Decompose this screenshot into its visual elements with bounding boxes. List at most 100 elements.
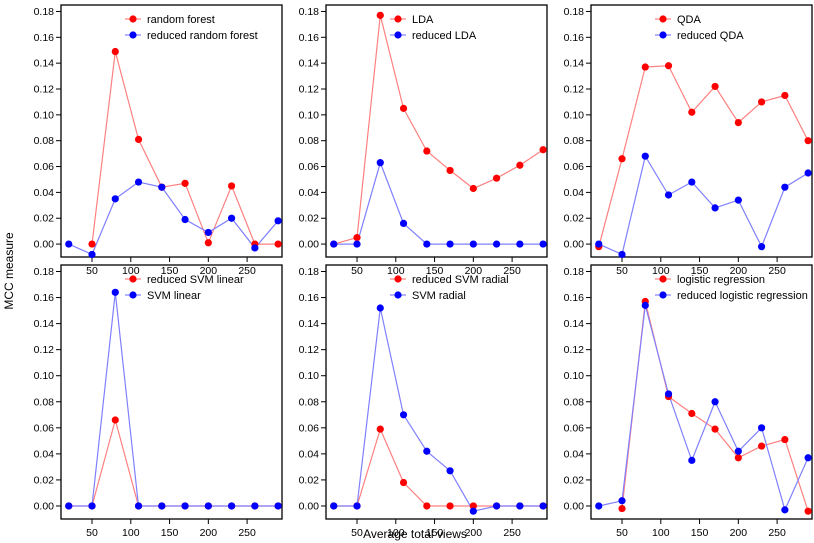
data-point — [423, 447, 431, 455]
x-tick-label: 150 — [691, 527, 709, 539]
y-tick-label: 0.06 — [34, 422, 55, 434]
y-tick-label: 0.16 — [564, 32, 585, 44]
data-point — [781, 435, 789, 444]
y-tick-label: 0.06 — [564, 161, 585, 173]
x-tick-label: 50 — [616, 527, 628, 539]
y-tick-label: 0.14 — [564, 58, 585, 70]
data-point — [734, 119, 742, 127]
data-point — [595, 240, 603, 248]
data-point — [353, 234, 361, 242]
legend-marker — [129, 291, 137, 299]
y-tick-label: 0.08 — [34, 396, 55, 408]
y-axis-title: MCC measure — [2, 232, 16, 310]
data-point — [274, 240, 282, 248]
data-point — [618, 497, 626, 505]
series-line-2 — [333, 160, 544, 245]
legend-label: reduced SVM linear — [147, 274, 244, 286]
y-tick-label: 0.08 — [564, 396, 585, 408]
legend-label: reduced logistic regression — [677, 290, 808, 302]
legend-marker — [129, 275, 137, 283]
data-point — [446, 166, 454, 175]
y-tick-label: 0.18 — [299, 6, 320, 18]
x-tick-label: 100 — [387, 265, 405, 277]
data-point — [469, 502, 477, 510]
data-point — [65, 240, 73, 248]
y-tick-label: 0.16 — [34, 292, 55, 304]
data-point — [711, 82, 719, 91]
panel-frame — [325, 4, 548, 258]
data-point — [181, 179, 189, 187]
x-tick-label: 250 — [503, 265, 521, 277]
chart-panel-6: 0.00 0.02 0.04 0.06 0.08 0.10 0.12 0.14 0.16 0.18… — [564, 264, 813, 539]
y-tick-label: 0.10 — [34, 370, 55, 382]
series-line-1 — [621, 301, 809, 512]
y-tick-label: 0.10 — [564, 109, 585, 121]
data-point — [88, 502, 96, 510]
y-tick-label: 0.06 — [299, 422, 320, 434]
y-tick-label: 0.10 — [299, 109, 320, 121]
data-point — [204, 239, 212, 247]
x-tick-label: 200 — [200, 265, 218, 277]
y-tick-label: 0.10 — [299, 370, 320, 382]
y-tick-label: 0.00 — [34, 239, 55, 251]
data-point — [88, 240, 96, 248]
panel-frame — [325, 264, 548, 520]
y-tick-label: 0.18 — [34, 6, 55, 18]
data-point — [516, 161, 524, 169]
data-point — [376, 304, 384, 312]
y-tick-label: 0.16 — [34, 32, 55, 44]
data-point — [781, 506, 789, 514]
data-point — [251, 244, 259, 252]
data-point — [376, 11, 384, 19]
y-tick-label: 0.04 — [299, 448, 320, 460]
x-tick-label: 50 — [86, 265, 98, 277]
chart-panel-5: 0.00 0.02 0.04 0.06 0.08 0.10 0.12 0.14 0.16 0.18… — [299, 264, 548, 539]
data-point — [376, 159, 384, 167]
legend-label: reduced QDA — [677, 30, 744, 42]
y-tick-label: 0.16 — [564, 292, 585, 304]
data-point — [688, 108, 696, 116]
y-tick-label: 0.14 — [564, 318, 585, 330]
data-point — [618, 250, 626, 259]
x-tick-label: 150 — [161, 265, 179, 277]
y-tick-label: 0.00 — [564, 239, 585, 251]
data-point — [664, 390, 673, 398]
data-point — [664, 62, 673, 70]
y-tick-label: 0.18 — [564, 266, 585, 278]
data-point — [781, 183, 789, 191]
data-point — [65, 502, 73, 510]
x-tick-label: 100 — [652, 265, 670, 277]
y-tick-label: 0.04 — [299, 187, 320, 199]
x-tick-label: 250 — [238, 265, 256, 277]
data-point — [181, 502, 189, 510]
data-point — [111, 416, 119, 424]
data-point — [734, 447, 742, 455]
data-point — [158, 183, 166, 191]
data-point — [711, 398, 719, 406]
data-point — [111, 195, 119, 203]
x-tick-label: 150 — [426, 527, 444, 539]
y-tick-label: 0.04 — [564, 187, 585, 199]
x-tick-label: 200 — [465, 527, 483, 539]
data-point — [734, 454, 742, 462]
panel-frame — [590, 264, 813, 520]
data-point — [423, 502, 431, 510]
data-point — [134, 135, 143, 143]
data-point — [539, 146, 547, 154]
data-point — [376, 425, 384, 433]
y-tick-label: 0.00 — [34, 500, 55, 512]
y-tick-label: 0.18 — [34, 266, 55, 278]
y-tick-label: 0.00 — [299, 239, 320, 251]
y-tick-label: 0.14 — [299, 318, 320, 330]
data-point — [423, 147, 431, 155]
data-point — [516, 240, 524, 248]
data-point — [399, 219, 408, 227]
x-tick-label: 250 — [238, 527, 256, 539]
legend-label: SVM linear — [147, 290, 201, 302]
legend-label: reduced LDA — [412, 30, 477, 42]
y-tick-label: 0.02 — [34, 474, 55, 486]
data-point — [757, 243, 766, 251]
series-line-1 — [598, 65, 809, 247]
legend-marker — [394, 275, 402, 283]
